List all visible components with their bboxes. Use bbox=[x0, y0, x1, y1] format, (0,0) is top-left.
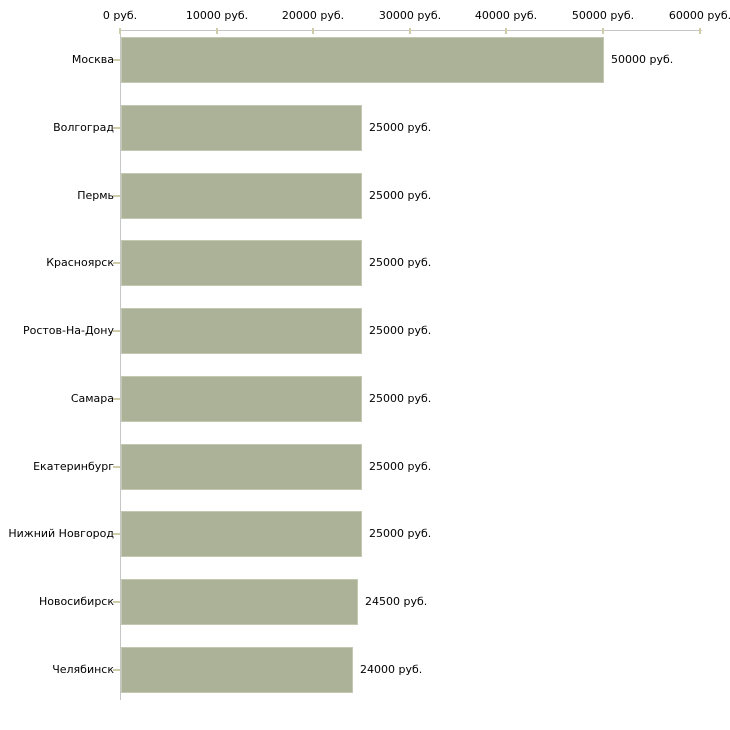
category-label: Екатеринбург bbox=[33, 460, 114, 473]
bar bbox=[121, 308, 362, 354]
bar bbox=[121, 240, 362, 286]
y-tick-mark bbox=[113, 398, 120, 400]
y-tick-mark bbox=[113, 330, 120, 332]
x-tick-mark bbox=[409, 28, 411, 34]
value-label: 25000 руб. bbox=[369, 527, 432, 540]
value-label: 25000 руб. bbox=[369, 324, 432, 337]
y-tick-mark bbox=[113, 127, 120, 129]
bar bbox=[121, 444, 362, 490]
y-tick-mark bbox=[113, 669, 120, 671]
value-label: 25000 руб. bbox=[369, 460, 432, 473]
bar bbox=[121, 647, 353, 693]
y-axis-line bbox=[120, 30, 121, 700]
y-tick-mark bbox=[113, 601, 120, 603]
category-label: Новосибирск bbox=[38, 595, 114, 608]
x-tick-mark bbox=[602, 28, 604, 34]
value-label: 50000 руб. bbox=[611, 53, 674, 66]
bar bbox=[121, 173, 362, 219]
value-label: 24500 руб. bbox=[365, 595, 428, 608]
category-label: Ростов-На-Дону bbox=[22, 324, 114, 337]
category-label: Челябинск bbox=[52, 663, 114, 676]
y-tick-mark bbox=[113, 59, 120, 61]
x-tick-label: 30000 руб. bbox=[378, 9, 442, 22]
x-tick-label: 50000 руб. bbox=[571, 9, 635, 22]
x-tick-mark bbox=[119, 28, 121, 34]
x-tick-label: 40000 руб. bbox=[474, 9, 538, 22]
bar bbox=[121, 105, 362, 151]
x-tick-label: 0 руб. bbox=[102, 9, 138, 22]
x-tick-mark bbox=[312, 28, 314, 34]
value-label: 25000 руб. bbox=[369, 121, 432, 134]
x-axis-line bbox=[120, 30, 702, 31]
category-label: Волгоград bbox=[53, 121, 114, 134]
category-label: Нижний Новгород bbox=[8, 527, 114, 540]
bar bbox=[121, 579, 358, 625]
y-tick-mark bbox=[113, 533, 120, 535]
category-label: Пермь bbox=[77, 189, 114, 202]
value-label: 25000 руб. bbox=[369, 256, 432, 269]
category-label: Красноярск bbox=[46, 256, 114, 269]
value-label: 25000 руб. bbox=[369, 189, 432, 202]
bar bbox=[121, 511, 362, 557]
x-tick-label: 60000 руб. bbox=[668, 9, 730, 22]
x-tick-mark bbox=[699, 28, 701, 34]
category-label: Москва bbox=[71, 53, 114, 66]
y-tick-mark bbox=[113, 195, 120, 197]
x-tick-mark bbox=[505, 28, 507, 34]
y-tick-mark bbox=[113, 262, 120, 264]
x-tick-label: 10000 руб. bbox=[185, 9, 249, 22]
y-tick-mark bbox=[113, 466, 120, 468]
value-label: 24000 руб. bbox=[360, 663, 423, 676]
x-tick-label: 20000 руб. bbox=[281, 9, 345, 22]
bar bbox=[121, 37, 604, 83]
bar bbox=[121, 376, 362, 422]
category-label: Самара bbox=[70, 392, 114, 405]
value-label: 25000 руб. bbox=[369, 392, 432, 405]
x-tick-mark bbox=[216, 28, 218, 34]
